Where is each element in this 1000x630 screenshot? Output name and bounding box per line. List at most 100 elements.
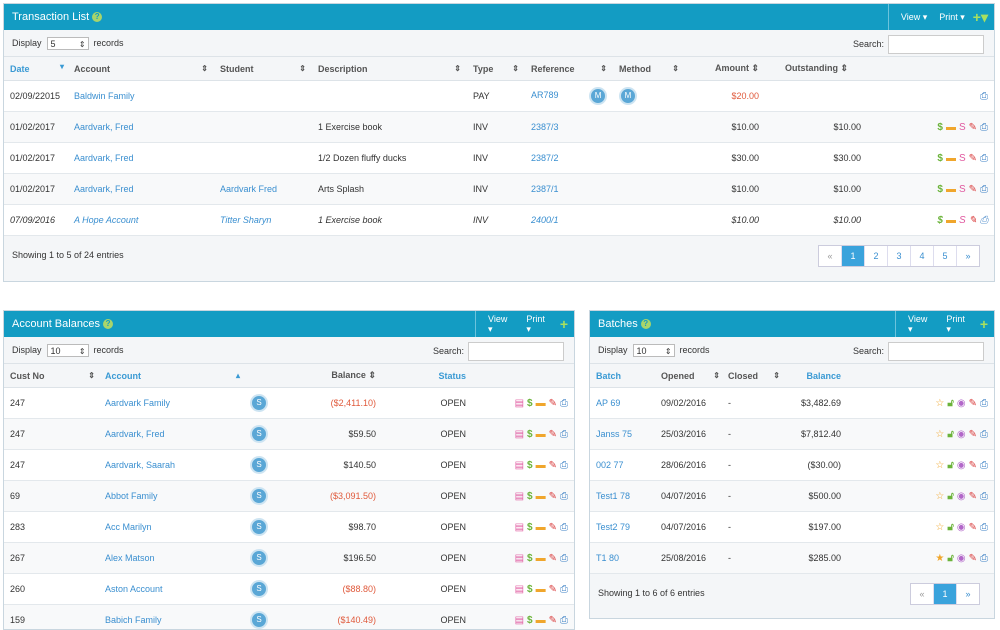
unlock-icon[interactable]: 🔓︎ [947, 460, 953, 471]
card-icon[interactable]: ▤ [515, 398, 524, 409]
view-icon[interactable]: ◉ [957, 460, 966, 471]
col-amount[interactable]: Amount ⇕ [685, 57, 765, 81]
statement-icon[interactable]: S [250, 425, 268, 443]
view-menu-button[interactable]: View ▾ [908, 314, 934, 335]
minus-icon[interactable]: ▬ [536, 584, 546, 595]
col-balance[interactable]: Balance [782, 364, 847, 388]
page-3[interactable]: 3 [887, 246, 910, 266]
statement-icon[interactable]: S [250, 456, 268, 474]
batch-link[interactable]: Test1 78 [596, 491, 630, 501]
pay-icon[interactable]: $ [527, 460, 533, 471]
batch-link[interactable]: Janss 75 [596, 429, 632, 439]
print-icon[interactable]: ⎙ [560, 398, 568, 409]
pay-icon[interactable]: $ [937, 184, 943, 195]
print-icon[interactable]: ⎙ [980, 153, 988, 164]
statement-icon[interactable]: S [250, 611, 268, 629]
edit-icon[interactable]: ✎ [549, 584, 557, 595]
edit-icon[interactable]: ✎ [969, 184, 977, 195]
reference-link[interactable]: AR789 [531, 90, 559, 100]
account-link[interactable]: Aardvark, Saarah [105, 460, 175, 470]
help-icon[interactable]: ? [92, 12, 102, 22]
batch-link[interactable]: 002 77 [596, 460, 624, 470]
student-link[interactable]: Titter Sharyn [220, 215, 271, 225]
pay-icon[interactable]: $ [527, 429, 533, 440]
page-next[interactable]: » [956, 584, 979, 604]
col-description[interactable]: Description⇕ [312, 57, 467, 81]
edit-icon[interactable]: ✎ [549, 553, 557, 564]
minus-icon[interactable]: ▬ [946, 184, 956, 195]
print-menu-button[interactable]: Print ▾ [946, 314, 971, 335]
col-type[interactable]: Type⇕ [467, 57, 525, 81]
search-input[interactable] [468, 342, 564, 361]
account-link[interactable]: Alex Matson [105, 553, 155, 563]
print-icon[interactable]: ⎙ [560, 522, 568, 533]
col-opened[interactable]: Opened⇕ [655, 364, 722, 388]
account-link[interactable]: Aardvark, Fred [74, 122, 134, 132]
star-icon[interactable]: ☆ [935, 491, 944, 502]
view-icon[interactable]: ◉ [957, 522, 966, 533]
statement-icon[interactable]: S [250, 580, 268, 598]
minus-icon[interactable]: ▬ [536, 615, 546, 626]
reference-link[interactable]: 2387/3 [531, 122, 559, 132]
void-icon[interactable]: S [959, 153, 966, 164]
account-link[interactable]: Babich Family [105, 615, 162, 625]
account-link[interactable]: Aardvark, Fred [74, 184, 134, 194]
display-select[interactable]: 10 [633, 344, 675, 357]
view-menu-button[interactable]: View ▾ [901, 12, 927, 23]
col-balance[interactable]: Balance ⇕ [284, 364, 382, 388]
unlock-icon[interactable]: 🔓︎ [947, 491, 953, 502]
account-link[interactable]: Aardvark, Fred [74, 153, 134, 163]
star-icon[interactable]: ☆ [935, 429, 944, 440]
view-menu-button[interactable]: View ▾ [488, 314, 514, 335]
edit-icon[interactable]: ✎ [549, 615, 557, 626]
col-student[interactable]: Student⇕ [214, 57, 312, 81]
edit-icon[interactable]: ✎ [549, 398, 557, 409]
pay-icon[interactable]: $ [937, 215, 943, 226]
print-icon[interactable]: ⎙ [980, 429, 988, 440]
batch-link[interactable]: Test2 79 [596, 522, 630, 532]
print-icon[interactable]: ⎙ [980, 491, 988, 502]
col-account[interactable]: Account▴ [99, 364, 244, 388]
account-link[interactable]: Aardvark Family [105, 398, 170, 408]
edit-icon[interactable]: ✎ [549, 522, 557, 533]
card-icon[interactable]: ▤ [515, 584, 524, 595]
account-link[interactable]: Abbot Family [105, 491, 158, 501]
col-batch[interactable]: Batch [590, 364, 655, 388]
star-icon[interactable]: ☆ [935, 398, 944, 409]
page-5[interactable]: 5 [933, 246, 956, 266]
account-link[interactable]: A Hope Account [74, 215, 138, 225]
print-menu-button[interactable]: Print ▾ [526, 314, 551, 335]
col-account[interactable]: Account⇕ [68, 57, 214, 81]
card-icon[interactable]: ▤ [515, 491, 524, 502]
unlock-icon[interactable]: 🔓︎ [947, 429, 953, 440]
print-icon[interactable]: ⎙ [560, 460, 568, 471]
account-link[interactable]: Baldwin Family [74, 91, 135, 101]
pay-icon[interactable]: $ [527, 553, 533, 564]
edit-icon[interactable]: ✎ [969, 122, 977, 133]
unlock-icon[interactable]: 🔓︎ [947, 553, 953, 564]
card-icon[interactable]: ▤ [515, 429, 524, 440]
minus-icon[interactable]: ▬ [536, 491, 546, 502]
star-icon[interactable]: ☆ [935, 522, 944, 533]
statement-icon[interactable]: S [250, 518, 268, 536]
minus-icon[interactable]: ▬ [536, 398, 546, 409]
statement-icon[interactable]: S [250, 549, 268, 567]
page-4[interactable]: 4 [910, 246, 933, 266]
col-reference[interactable]: Reference⇕ [525, 57, 613, 81]
account-link[interactable]: Aston Account [105, 584, 163, 594]
account-link[interactable]: Aardvark, Fred [105, 429, 165, 439]
statement-icon[interactable]: S [250, 394, 268, 412]
print-icon[interactable]: ⎙ [560, 429, 568, 440]
print-icon[interactable]: ⎙ [980, 122, 988, 133]
edit-icon[interactable]: ✎ [969, 460, 977, 471]
print-icon[interactable]: ⎙ [980, 184, 988, 195]
page-prev[interactable]: « [911, 584, 933, 604]
col-closed[interactable]: Closed⇕ [722, 364, 782, 388]
batch-link[interactable]: AP 69 [596, 398, 620, 408]
col-date[interactable]: Date▾ [4, 57, 68, 81]
edit-icon[interactable]: ✎ [549, 429, 557, 440]
star-icon[interactable]: ★ [935, 553, 944, 564]
add-icon[interactable]: +▾ [973, 9, 988, 26]
view-icon[interactable]: ◉ [957, 429, 966, 440]
col-method[interactable]: Method⇕ [613, 57, 685, 81]
